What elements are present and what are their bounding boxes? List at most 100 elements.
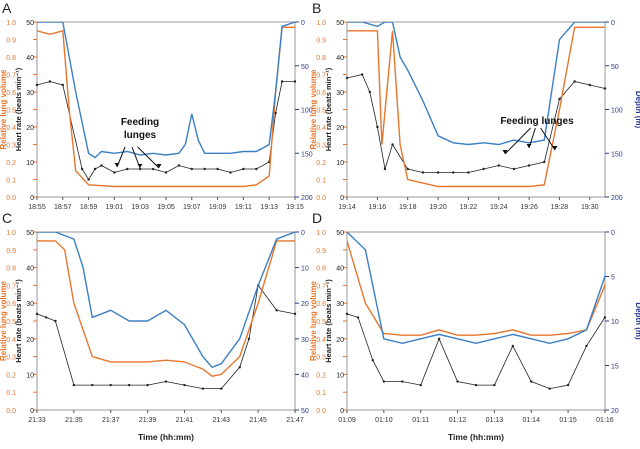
depth-line — [37, 232, 295, 369]
x-tick-label: 19:03 — [131, 204, 149, 211]
depth-tick-label: 200 — [611, 195, 623, 202]
heart-rate-point — [603, 87, 607, 90]
x-tick-label: 18:59 — [80, 204, 98, 211]
depth-tick-label: 100 — [301, 108, 313, 115]
rlv-tick-label: 0.2 — [316, 372, 326, 379]
x-tick-label: 18:55 — [28, 204, 46, 211]
rlv-tick-label: 0.4 — [6, 125, 16, 132]
depth-tick-label: 30 — [301, 337, 309, 344]
rlv-tick-label: 0.0 — [316, 195, 326, 202]
depth-tick-label: 0 — [301, 20, 305, 27]
heart-rate-point — [603, 316, 607, 319]
annotation-arrowhead — [114, 163, 120, 167]
heart-rate-point — [382, 380, 386, 383]
heart-rate-point — [361, 73, 364, 76]
annotation-feeding-lunges: Feeding lunges — [500, 116, 574, 127]
x-tick-label: 19:24 — [490, 204, 508, 211]
heart-rate-point — [177, 164, 181, 167]
heart-rate-point — [255, 167, 258, 171]
heart-rate-point — [54, 319, 57, 323]
heart-rate-point — [201, 387, 205, 390]
depth-tick-label: 10 — [611, 319, 619, 326]
x-tick-label: 19:11 — [235, 204, 252, 211]
x-tick-label: 21:45 — [249, 417, 267, 424]
hr-axis-title: Heart rate (beats min⁻¹) — [324, 67, 333, 151]
depth-tick-label: 0 — [301, 230, 305, 237]
depth-line — [347, 232, 605, 345]
x-tick-label: 19:18 — [399, 204, 417, 211]
rlv-tick-label: 0.6 — [316, 90, 326, 97]
rlv-tick-label: 0.5 — [316, 108, 326, 115]
x-tick-label: 19:09 — [209, 204, 227, 211]
x-tick-label: 01:09 — [338, 417, 356, 424]
hr-tick-label: 10 — [26, 372, 34, 379]
heart-rate-point — [151, 167, 155, 171]
time-axis-title: Time (hh:mm) — [448, 432, 504, 442]
rlv-tick-label: 0.3 — [6, 355, 16, 362]
heart-rate-point — [93, 167, 97, 171]
annotation-arrow — [504, 127, 531, 155]
annotation-feeding-lunges: lunges — [124, 130, 157, 141]
heart-rate-point — [543, 160, 546, 164]
x-tick-label: 21:41 — [176, 417, 194, 424]
rlv-tick-label: 0.1 — [6, 390, 16, 397]
x-tick-label: 19:26 — [520, 204, 538, 211]
panel-a: A 0.0 0.1 0.2 0.3 0.4 0.5 0.6 0.7 0.8 0.9 1.0 0 10 20 3… — [0, 0, 313, 211]
x-tick-label: 01:12 — [449, 417, 467, 424]
heart-rate-point — [419, 383, 422, 387]
heart-rate-point — [146, 383, 149, 387]
heart-rate-point — [452, 171, 455, 174]
panel-label: D — [312, 210, 322, 226]
hr-tick-label: 20 — [26, 337, 34, 344]
x-tick-label: 19:14 — [338, 204, 356, 211]
heart-rate-point — [45, 316, 48, 319]
lung-volume-line — [347, 240, 605, 336]
heart-rate-point — [474, 383, 478, 387]
x-tick-label: 19:01 — [106, 204, 124, 211]
depth-tick-label: 100 — [611, 108, 623, 115]
hr-tick-label: 0 — [340, 195, 344, 202]
x-tick-label: 21:33 — [28, 417, 46, 424]
annotation-arrowhead — [156, 164, 162, 168]
rlv-tick-label: 0.4 — [316, 337, 326, 344]
heart-rate-point — [511, 344, 515, 348]
heart-rate-point — [558, 97, 561, 101]
heart-rate-point — [376, 125, 379, 129]
heart-rate-point — [164, 171, 168, 174]
hr-tick-label: 10 — [26, 160, 34, 167]
panel-label: A — [2, 0, 12, 16]
rlv-tick-label: 0.1 — [6, 178, 16, 185]
heart-rate-point — [100, 164, 103, 167]
x-tick-label: 01:15 — [559, 417, 577, 424]
heart-rate-point — [548, 387, 551, 390]
heart-rate-point — [512, 167, 516, 171]
rlv-tick-label: 0.7 — [316, 73, 326, 80]
hr-tick-label: 50 — [336, 230, 344, 237]
panel-b: B 0.0 0.1 0.2 0.3 0.4 0.5 0.6 0.7 0.8 0.9 1.0 0 10 20 3… — [309, 0, 640, 211]
heart-rate-point — [229, 171, 232, 174]
depth-tick-label: 50 — [301, 64, 309, 71]
panel-c: C 0.0 0.1 0.2 0.3 0.4 0.5 0.6 0.7 0.8 0.9 1.0 0 10 20 3… — [0, 210, 309, 442]
x-tick-label: 19:05 — [157, 204, 175, 211]
rlv-tick-label: 1.0 — [6, 20, 16, 27]
hr-tick-label: 40 — [336, 266, 344, 273]
panel-d: D 0.0 0.1 0.2 0.3 0.4 0.5 0.6 0.7 0.8 0.9 1.0 0 10 20 3… — [309, 210, 640, 442]
heart-rate-point — [216, 167, 219, 171]
rlv-tick-label: 0.9 — [316, 248, 326, 255]
heart-rate-point — [371, 358, 374, 362]
heart-rate-line — [347, 313, 605, 390]
heart-rate-point — [368, 90, 371, 94]
heart-rate-point — [406, 167, 409, 171]
heart-rate-point — [48, 80, 52, 83]
hr-axis-title: Heart rate (beats min⁻¹) — [14, 67, 23, 151]
heart-rate-point — [293, 80, 297, 83]
heart-rate-point — [530, 380, 533, 383]
rlv-tick-label: 1.0 — [316, 230, 326, 237]
heart-rate-point — [497, 164, 500, 167]
depth-tick-label: 5 — [611, 275, 615, 282]
rlv-tick-label: 1.0 — [6, 230, 16, 237]
heart-rate-point — [456, 380, 459, 383]
rlv-tick-label: 0.8 — [6, 266, 16, 273]
depth-axis-title: Depth (m) — [634, 91, 640, 129]
